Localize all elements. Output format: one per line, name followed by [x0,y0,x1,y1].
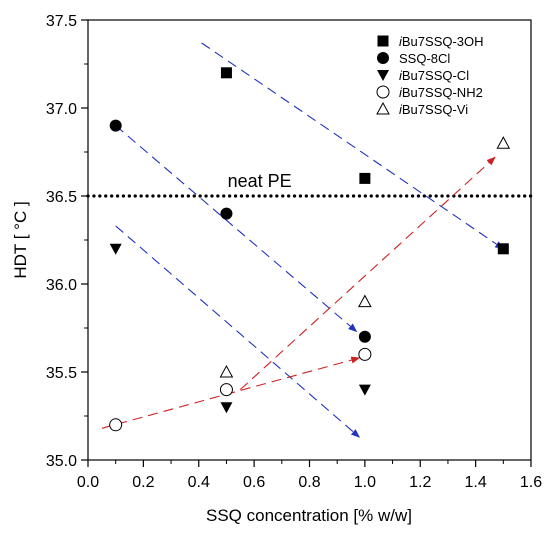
x-tick-label-3: 0.6 [243,474,265,491]
legend-marker-2 [377,70,389,81]
legend-marker-3 [376,85,390,99]
point-s0-p1 [359,172,371,184]
y-tick-label-1: 35.5 [46,365,77,382]
x-tick-label-8: 1.6 [520,474,542,491]
legend-marker-1 [377,52,389,64]
legend-label-2: iBu7SSQ-Cl [399,68,469,83]
point-s1-p2 [358,330,371,343]
neat-pe-label: neat PE [228,171,292,191]
point-s2-p0 [109,243,122,255]
point-s2-p1 [220,402,233,414]
axis-ticks: 0.0 0.2 0.4 0.6 0.8 1.0 1.2 1.4 1.6 35.0 35.5 36.0 3… [46,13,542,491]
reference-line-group: neat PE [86,171,533,198]
legend-label-4: iBu7SSQ-Vi [399,102,468,117]
x-tick-label-1: 0.2 [132,474,154,491]
point-s2-p2 [358,384,371,396]
point-s1-p1 [220,207,233,220]
legend-marker-0 [377,35,389,47]
legend-label-0: iBu7SSQ-3OH [399,34,484,49]
y-tick-label-5: 37.5 [46,13,77,30]
legend-label-3: iBu7SSQ-NH2 [399,85,483,100]
y-tick-label-2: 36.0 [46,277,77,294]
x-tick-label-7: 1.4 [465,474,487,491]
point-s4-p2 [496,136,511,149]
legend-label-1: SSQ-8Cl [399,51,450,66]
x-tick-label-4: 0.8 [298,474,320,491]
x-tick-label-5: 1.0 [354,474,376,491]
point-s4-p0 [219,364,234,378]
point-s1-p0 [109,119,122,132]
point-s4-p1 [358,294,372,308]
x-tick-label-2: 0.4 [188,474,210,491]
trend-arrow-0 [201,42,505,250]
point-s0-p2 [497,243,509,255]
point-s3-p0 [109,418,123,432]
x-tick-label-0: 0.0 [77,474,99,491]
legend: iBu7SSQ-3OH SSQ-8Cl iBu7SSQ-Cl iBu7SSQ-NH2 i… [376,34,484,117]
x-tick-label-6: 1.2 [409,474,431,491]
y-axis-title: HDT [ °C ] [11,201,30,278]
trend-arrow-4 [239,156,496,391]
point-s3-p1 [219,383,233,397]
y-tick-label-0: 35.0 [46,453,77,470]
trend-arrow-1 [115,125,358,333]
x-axis-title: SSQ concentration [% w/w] [206,506,412,525]
point-s3-p2 [358,347,372,361]
point-s0-p0 [220,67,232,79]
trend-arrow-2 [115,225,361,438]
data-points [109,67,511,432]
legend-marker-4 [376,101,390,115]
y-tick-label-3: 36.5 [46,189,77,206]
y-tick-label-4: 37.0 [46,101,77,118]
